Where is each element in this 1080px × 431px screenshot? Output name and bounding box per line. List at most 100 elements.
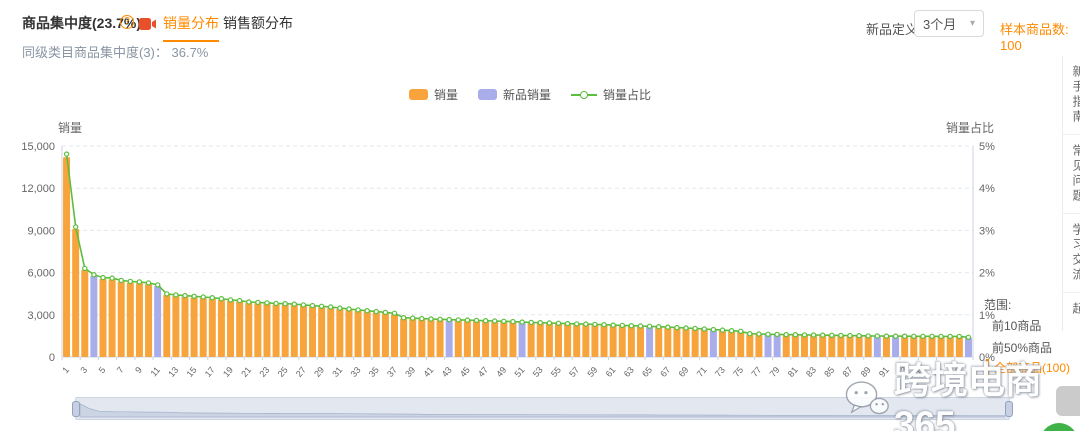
new-product-period-value: 3个月	[923, 17, 957, 32]
svg-text:69: 69	[676, 365, 690, 379]
svg-text:45: 45	[458, 365, 472, 379]
svg-text:0%: 0%	[979, 352, 995, 364]
svg-text:21: 21	[239, 365, 253, 379]
range-top10[interactable]: 前10商品	[992, 319, 1042, 333]
datazoom-data-shadow	[79, 403, 1006, 418]
svg-text:3%: 3%	[979, 225, 995, 237]
svg-text:49: 49	[494, 365, 508, 379]
legend-sales-ratio[interactable]: 销量占比	[571, 86, 651, 103]
side-item-collapse[interactable]: 收起	[1071, 302, 1080, 317]
sample-count: 样本商品数: 100	[1000, 22, 1069, 53]
svg-text:15: 15	[185, 365, 199, 379]
legend-sales-ratio-label: 销量占比	[603, 88, 652, 102]
side-item-beginner-guide[interactable]: 新手指南	[1063, 56, 1080, 135]
svg-text:1: 1	[60, 365, 71, 375]
svg-text:61: 61	[604, 365, 618, 379]
svg-text:79: 79	[768, 365, 782, 379]
svg-text:93: 93	[895, 365, 909, 379]
svg-text:31: 31	[330, 365, 344, 379]
svg-text:57: 57	[567, 365, 581, 379]
tab-revenue-distribution[interactable]: 销售额分布	[223, 15, 293, 31]
svg-text:89: 89	[859, 365, 873, 379]
datazoom-left-handle[interactable]	[72, 401, 80, 417]
svg-text:5: 5	[97, 365, 108, 375]
svg-text:67: 67	[658, 365, 672, 379]
svg-text:12,000: 12,000	[21, 183, 55, 195]
svg-text:5%: 5%	[979, 141, 995, 153]
svg-text:95: 95	[913, 365, 927, 379]
svg-text:3: 3	[78, 365, 89, 375]
svg-text:15,000: 15,000	[21, 141, 55, 153]
legend-new-product-label: 新品销量	[502, 88, 551, 102]
svg-text:83: 83	[804, 365, 818, 379]
sibling-category-concentration: 同级类目商品集中度(3)： 36.7%	[22, 45, 209, 60]
svg-text:19: 19	[221, 365, 235, 379]
chevron-down-icon: ▾	[969, 18, 975, 29]
floating-side-menu: 新手指南 常见问题 学习交流 收起	[1062, 56, 1080, 331]
legend-new-product-sales[interactable]: 新品销量	[477, 86, 551, 103]
svg-text:87: 87	[840, 365, 854, 379]
svg-text:59: 59	[585, 365, 599, 379]
svg-text:71: 71	[695, 365, 709, 379]
svg-text:75: 75	[731, 365, 745, 379]
svg-text:2%: 2%	[979, 268, 995, 280]
svg-text:27: 27	[294, 365, 308, 379]
range-label: 范围:	[984, 298, 1012, 312]
svg-text:65: 65	[640, 365, 654, 379]
left-axis-title: 销量	[58, 121, 83, 135]
new-product-period-select[interactable]: 3个月 ▾	[914, 10, 984, 37]
legend-sales-label: 销量	[433, 88, 458, 102]
svg-text:17: 17	[203, 365, 217, 379]
range-top50pct[interactable]: 前50%商品	[992, 341, 1053, 355]
page-title: 商品集中度(23.7%)	[22, 15, 142, 31]
help-icon[interactable]: ?	[120, 15, 134, 29]
svg-text:9: 9	[133, 365, 144, 375]
new-product-definition-label: 新品定义	[866, 22, 919, 37]
svg-text:3,000: 3,000	[27, 310, 55, 322]
scroll-top-button[interactable]	[1056, 386, 1080, 416]
side-item-learning-exchange[interactable]: 学习交流	[1063, 214, 1080, 293]
svg-text:37: 37	[385, 365, 399, 379]
svg-text:33: 33	[349, 365, 363, 379]
svg-text:4%: 4%	[979, 183, 995, 195]
svg-text:47: 47	[476, 365, 490, 379]
svg-text:55: 55	[549, 365, 563, 379]
svg-text:63: 63	[622, 365, 636, 379]
svg-text:99: 99	[950, 365, 964, 379]
svg-text:97: 97	[932, 365, 946, 379]
svg-text:1%: 1%	[979, 310, 995, 322]
floating-action-button[interactable]	[1040, 423, 1078, 431]
svg-text:7: 7	[115, 365, 126, 375]
video-tutorial-icon[interactable]	[139, 17, 156, 35]
svg-text:35: 35	[367, 365, 381, 379]
svg-text:91: 91	[877, 365, 891, 379]
chart-legend: 销量 新品销量 销量占比	[0, 86, 1060, 103]
svg-text:9,000: 9,000	[27, 225, 55, 237]
svg-text:0: 0	[49, 352, 55, 364]
svg-text:11: 11	[149, 365, 163, 379]
svg-text:29: 29	[312, 365, 326, 379]
sales-swatch	[408, 89, 428, 100]
svg-text:39: 39	[403, 365, 417, 379]
new-product-swatch	[477, 89, 497, 100]
legend-sales[interactable]: 销量	[408, 86, 458, 103]
datazoom-right-handle[interactable]	[1005, 401, 1013, 417]
svg-text:25: 25	[276, 365, 290, 379]
svg-text:41: 41	[421, 365, 435, 379]
svg-text:85: 85	[822, 365, 836, 379]
svg-text:13: 13	[166, 365, 180, 379]
svg-text:81: 81	[786, 365, 800, 379]
svg-text:23: 23	[257, 365, 271, 379]
range-all-products[interactable]: 全部商品(100)	[986, 359, 1070, 376]
svg-text:51: 51	[512, 365, 526, 379]
svg-text:73: 73	[713, 365, 727, 379]
datazoom-slider[interactable]	[72, 397, 1013, 420]
tab-sales-distribution[interactable]: 销量分布	[163, 13, 219, 42]
right-axis-title: 销量占比	[946, 121, 995, 135]
svg-text:43: 43	[440, 365, 454, 379]
svg-text:53: 53	[531, 365, 545, 379]
side-item-faq[interactable]: 常见问题	[1063, 135, 1080, 214]
sales-distribution-chart[interactable]: 0 0% 3,000 1% 6,000 2% 9,000 3% 12,000 4% 15,000 5%…	[0, 135, 1060, 400]
svg-text:77: 77	[749, 365, 763, 379]
